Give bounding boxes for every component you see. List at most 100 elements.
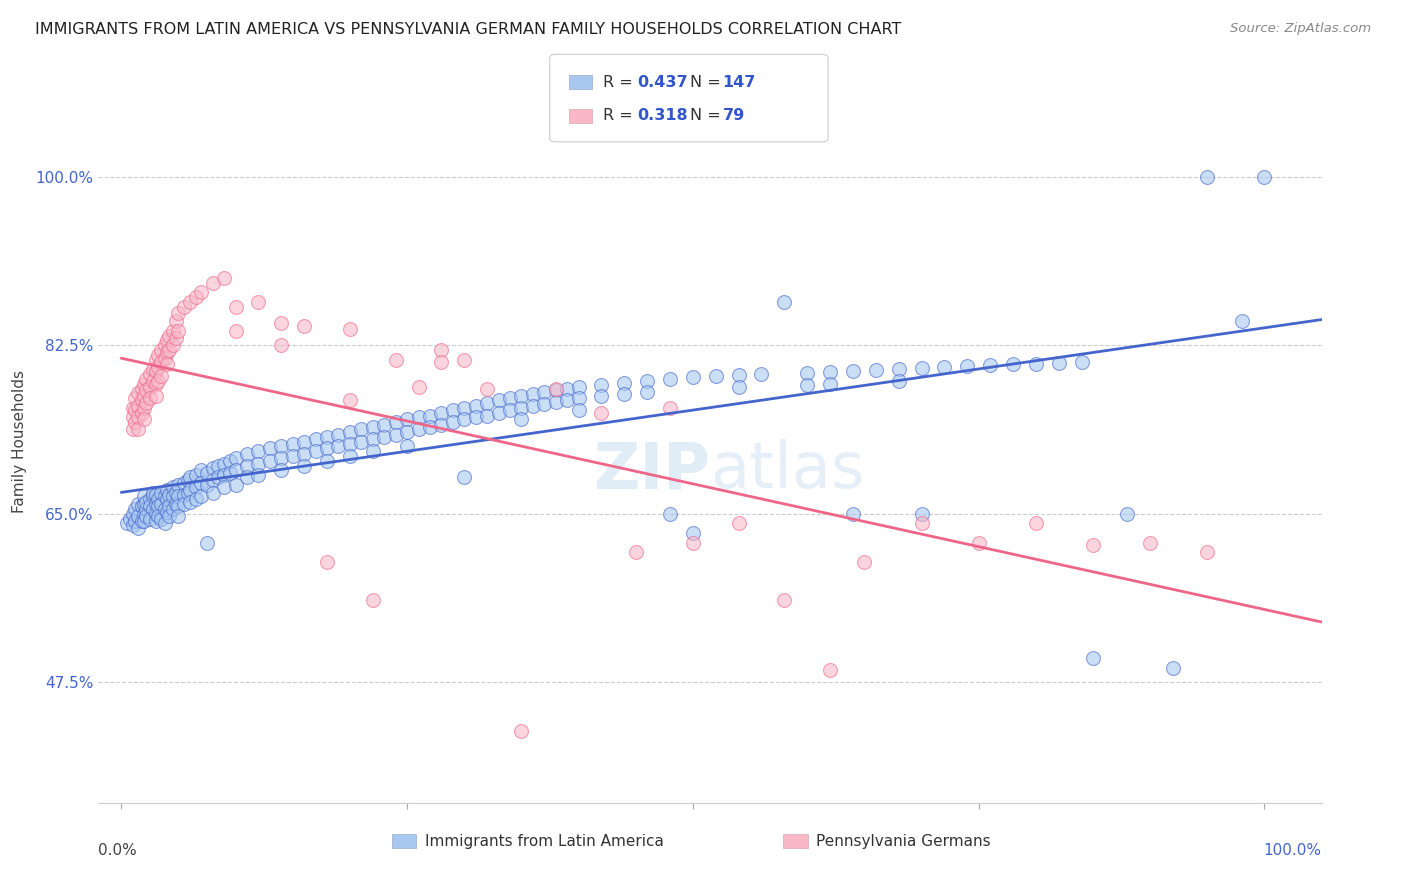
Point — [219, 454, 242, 468]
Point — [339, 322, 361, 336]
Point — [292, 434, 315, 449]
Point — [1001, 358, 1024, 372]
Point — [121, 507, 143, 521]
Point — [127, 497, 149, 511]
Point — [167, 306, 190, 320]
Point — [555, 382, 578, 396]
Point — [247, 457, 270, 471]
Point — [613, 376, 636, 390]
Point — [339, 449, 361, 463]
Point — [124, 391, 146, 405]
Point — [201, 485, 224, 500]
Point — [131, 382, 153, 396]
Point — [818, 663, 841, 677]
Point — [967, 535, 990, 549]
Point — [184, 290, 207, 304]
Point — [1197, 545, 1219, 559]
Point — [135, 372, 157, 386]
Point — [796, 366, 818, 380]
Point — [176, 473, 198, 487]
Point — [316, 442, 339, 456]
Point — [120, 511, 142, 525]
Text: R =: R = — [603, 75, 638, 89]
Point — [134, 401, 156, 415]
Point — [910, 516, 932, 531]
Point — [153, 338, 176, 352]
Point — [145, 352, 167, 367]
Point — [522, 399, 544, 413]
Point — [195, 467, 218, 481]
Point — [430, 354, 453, 368]
Point — [1116, 507, 1139, 521]
Point — [156, 483, 179, 497]
Point — [156, 334, 179, 348]
Point — [567, 391, 589, 405]
Point — [419, 420, 441, 434]
Point — [441, 402, 464, 417]
Point — [139, 367, 162, 381]
Point — [270, 450, 292, 465]
Point — [173, 300, 195, 314]
Point — [1025, 516, 1047, 531]
Point — [173, 475, 195, 490]
Point — [1025, 357, 1047, 371]
Point — [396, 412, 419, 426]
Point — [659, 401, 682, 415]
Point — [150, 497, 173, 511]
Point — [162, 338, 184, 352]
Point — [1081, 651, 1104, 665]
Point — [121, 422, 143, 436]
Point — [339, 393, 361, 408]
Point — [510, 401, 533, 415]
Point — [190, 463, 212, 477]
Point — [488, 393, 510, 408]
Point — [207, 470, 229, 484]
Point — [682, 370, 704, 384]
Point — [751, 367, 773, 381]
Point — [124, 415, 146, 429]
Point — [727, 379, 749, 393]
Text: 0.437: 0.437 — [637, 75, 688, 89]
Point — [146, 508, 169, 523]
Point — [212, 468, 235, 483]
Point — [124, 515, 146, 529]
Point — [270, 439, 292, 453]
Point — [212, 457, 235, 471]
Point — [818, 365, 841, 379]
Point — [201, 276, 224, 290]
Point — [682, 526, 704, 541]
Point — [316, 430, 339, 444]
Point — [145, 497, 167, 511]
Point — [134, 412, 156, 426]
Point — [636, 374, 658, 388]
Point — [236, 447, 259, 461]
Point — [373, 418, 395, 433]
Point — [225, 300, 247, 314]
Text: 79: 79 — [723, 108, 745, 123]
Point — [134, 497, 156, 511]
Point — [134, 389, 156, 403]
Point — [131, 406, 153, 420]
Point — [727, 368, 749, 382]
Point — [121, 518, 143, 533]
Point — [956, 359, 979, 374]
Point — [146, 374, 169, 388]
Point — [139, 511, 162, 525]
Point — [153, 502, 176, 516]
Point — [150, 369, 173, 384]
Point — [567, 379, 589, 393]
Point — [176, 485, 198, 500]
Point — [225, 324, 247, 338]
Point — [142, 502, 165, 516]
Point — [207, 458, 229, 473]
Point — [145, 376, 167, 391]
Point — [441, 415, 464, 429]
Point — [157, 328, 180, 343]
Point — [887, 362, 910, 376]
Point — [127, 410, 149, 425]
Point — [162, 480, 184, 494]
FancyBboxPatch shape — [392, 834, 416, 848]
Point — [818, 376, 841, 391]
Point — [134, 490, 156, 504]
Point — [236, 470, 259, 484]
